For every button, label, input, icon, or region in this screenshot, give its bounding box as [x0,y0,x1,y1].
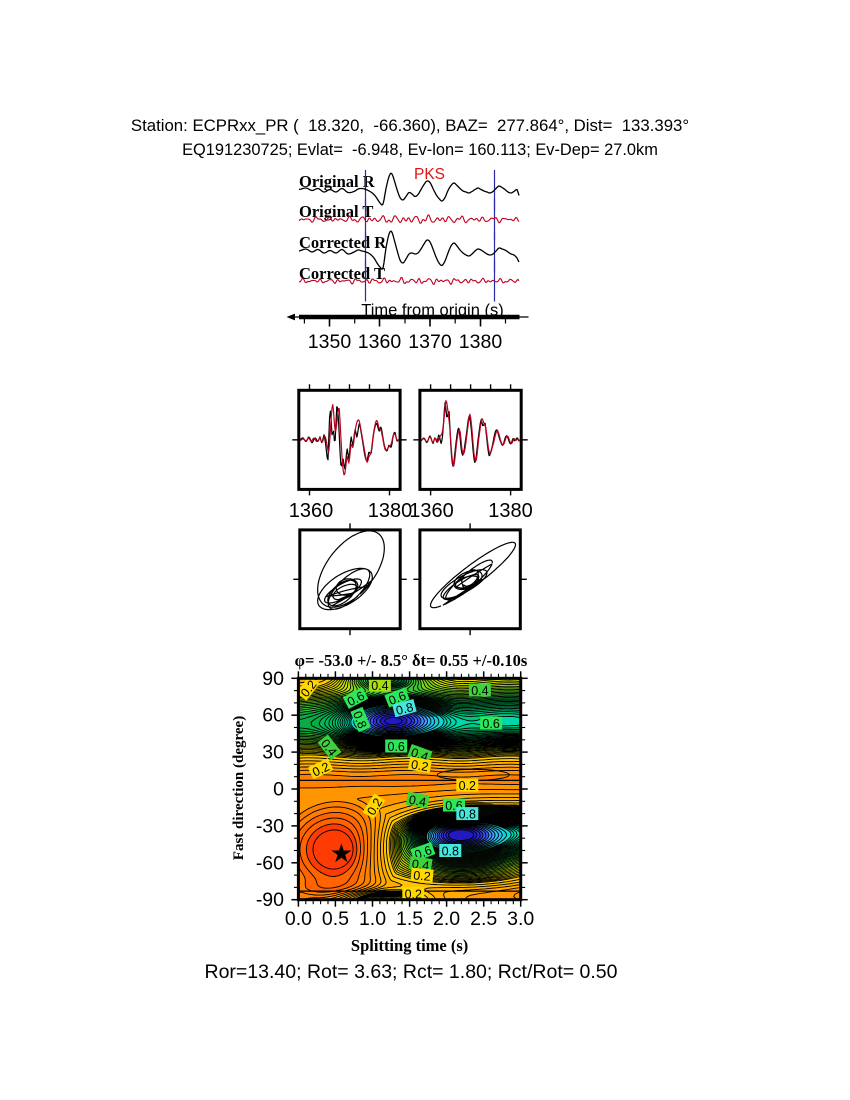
svg-text:0.8: 0.8 [350,709,370,730]
svg-text:0.0: 0.0 [285,908,312,930]
svg-text:Station: ECPRxx_PR ( 18.320,: Station: ECPRxx_PR ( 18.320, -66.360), B… [131,116,689,135]
svg-text:Corrected T: Corrected T [299,264,385,283]
svg-text:0.4: 0.4 [371,679,388,693]
svg-text:90: 90 [262,668,284,690]
svg-text:0.2: 0.2 [410,757,430,774]
svg-text:-30: -30 [256,815,284,837]
svg-text:1380: 1380 [488,500,533,522]
svg-text:1360: 1360 [289,500,334,522]
svg-text:30: 30 [262,742,284,764]
svg-text:0.4: 0.4 [471,684,488,698]
svg-text:-90: -90 [256,889,284,911]
svg-text:1.0: 1.0 [359,908,386,930]
svg-text:EQ191230725; Evlat= -6.948, E: EQ191230725; Evlat= -6.948, Ev-lon= 160.… [182,141,658,159]
svg-text:0.2: 0.2 [405,888,422,902]
svg-text:0.2: 0.2 [413,868,432,883]
svg-text:1350: 1350 [308,331,352,353]
svg-text:3.0: 3.0 [507,908,534,930]
svg-text:1380: 1380 [368,500,413,522]
svg-text:0.4: 0.4 [408,793,428,810]
svg-text:0.6: 0.6 [388,740,405,754]
svg-text:0.5: 0.5 [322,908,349,930]
svg-text:Fast direction (degree): Fast direction (degree) [231,716,247,860]
svg-text:Corrected R: Corrected R [299,233,387,252]
svg-text:Time from origin (s): Time from origin (s) [361,302,503,320]
svg-text:Original T: Original T [299,202,373,221]
svg-text:Original R: Original R [299,172,376,191]
svg-text:0.8: 0.8 [394,700,414,718]
svg-text:0.6: 0.6 [482,717,499,731]
svg-text:Splitting time (s): Splitting time (s) [351,936,468,955]
svg-text:2.0: 2.0 [433,908,460,930]
svg-text:0: 0 [273,779,284,801]
svg-text:-60: -60 [256,852,284,874]
svg-text:Ror=13.40; Rot= 3.63; Rct= 1.8: Ror=13.40; Rot= 3.63; Rct= 1.80; Rct/Rot… [205,961,618,983]
svg-text:1360: 1360 [358,331,402,353]
svg-text:0.8: 0.8 [442,845,459,859]
svg-text:φ= -53.0 +/- 8.5° δt= 0.55 +/-: φ= -53.0 +/- 8.5° δt= 0.55 +/-0.10s [295,651,528,670]
svg-text:0.2: 0.2 [310,760,332,780]
svg-text:PKS: PKS [414,166,445,183]
svg-text:0.8: 0.8 [459,808,476,822]
svg-text:0.2: 0.2 [459,779,476,793]
svg-text:2.5: 2.5 [470,908,497,930]
svg-text:1360: 1360 [409,500,454,522]
svg-text:1380: 1380 [459,331,503,353]
svg-text:1.5: 1.5 [396,908,423,930]
svg-text:1370: 1370 [408,331,452,353]
svg-text:60: 60 [262,705,284,727]
